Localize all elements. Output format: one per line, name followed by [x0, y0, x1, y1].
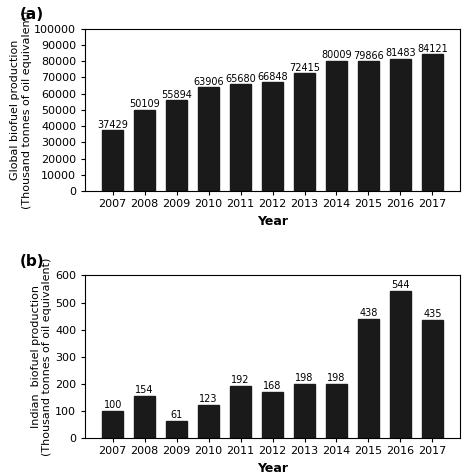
- X-axis label: Year: Year: [257, 215, 288, 228]
- Bar: [102, 411, 123, 438]
- Text: 198: 198: [295, 373, 314, 383]
- Text: 79866: 79866: [353, 50, 384, 60]
- Bar: [166, 100, 187, 191]
- Text: 438: 438: [359, 308, 378, 318]
- Bar: [294, 73, 315, 191]
- Text: 72415: 72415: [289, 63, 320, 73]
- Bar: [326, 61, 347, 191]
- Bar: [230, 84, 251, 191]
- Text: 192: 192: [231, 375, 250, 385]
- Bar: [422, 54, 443, 191]
- Text: 198: 198: [327, 373, 346, 383]
- Y-axis label: Indian  biofuel production
(Thousand tonnes of oil equivalent): Indian biofuel production (Thousand tonn…: [31, 258, 53, 456]
- Bar: [134, 109, 155, 191]
- Bar: [102, 130, 123, 191]
- Bar: [390, 59, 411, 191]
- Text: 168: 168: [264, 381, 282, 391]
- Bar: [326, 384, 347, 438]
- Text: 154: 154: [136, 385, 154, 395]
- Text: 55894: 55894: [161, 89, 192, 99]
- Text: (b): (b): [20, 254, 45, 269]
- Bar: [422, 320, 443, 438]
- Bar: [262, 392, 283, 438]
- Bar: [262, 82, 283, 191]
- Text: (a): (a): [20, 7, 44, 22]
- Bar: [230, 386, 251, 438]
- Bar: [390, 291, 411, 438]
- Bar: [166, 421, 187, 438]
- Bar: [358, 61, 379, 191]
- Text: 80009: 80009: [321, 50, 352, 60]
- Bar: [294, 384, 315, 438]
- Text: 123: 123: [200, 394, 218, 404]
- Bar: [198, 405, 219, 438]
- Text: 37429: 37429: [97, 119, 128, 129]
- Text: 66848: 66848: [257, 72, 288, 82]
- Text: 100: 100: [103, 400, 122, 410]
- Text: 435: 435: [423, 309, 442, 319]
- Text: 84121: 84121: [417, 44, 448, 54]
- Bar: [134, 396, 155, 438]
- Bar: [358, 319, 379, 438]
- Y-axis label: Global biofuel production
(Thousand tonnes of oil equivalent): Global biofuel production (Thousand tonn…: [10, 10, 31, 209]
- Text: 63906: 63906: [193, 77, 224, 87]
- Text: 65680: 65680: [225, 74, 256, 84]
- Text: 61: 61: [171, 410, 183, 420]
- Text: 544: 544: [391, 279, 410, 289]
- Bar: [198, 87, 219, 191]
- X-axis label: Year: Year: [257, 462, 288, 475]
- Text: 50109: 50109: [129, 99, 160, 109]
- Text: 81483: 81483: [385, 48, 416, 58]
